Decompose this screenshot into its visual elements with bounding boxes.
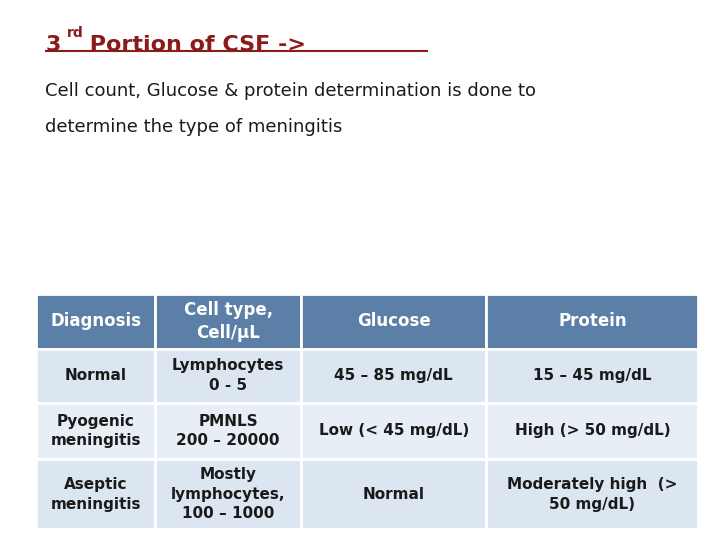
Text: rd: rd: [67, 26, 84, 40]
FancyBboxPatch shape: [156, 294, 301, 348]
Text: Glucose: Glucose: [357, 313, 431, 330]
FancyBboxPatch shape: [36, 459, 156, 529]
Text: Low (< 45 mg/dL): Low (< 45 mg/dL): [318, 423, 469, 438]
Text: determine the type of meningitis: determine the type of meningitis: [45, 118, 343, 136]
FancyBboxPatch shape: [487, 459, 698, 529]
Text: Cell type,
Cell/μL: Cell type, Cell/μL: [184, 301, 273, 342]
Text: Moderately high  (>
50 mg/dL): Moderately high (> 50 mg/dL): [507, 477, 678, 511]
Text: 45 – 85 mg/dL: 45 – 85 mg/dL: [334, 368, 453, 383]
Text: Lymphocytes
0 - 5: Lymphocytes 0 - 5: [172, 358, 284, 393]
Text: Portion of CSF ->: Portion of CSF ->: [82, 35, 306, 55]
FancyBboxPatch shape: [487, 348, 698, 403]
FancyBboxPatch shape: [487, 294, 698, 348]
Text: 15 – 45 mg/dL: 15 – 45 mg/dL: [534, 368, 652, 383]
Text: Diagnosis: Diagnosis: [50, 313, 141, 330]
Text: Cell count, Glucose & protein determination is done to: Cell count, Glucose & protein determinat…: [45, 82, 536, 100]
FancyBboxPatch shape: [156, 459, 301, 529]
FancyBboxPatch shape: [487, 403, 698, 459]
FancyBboxPatch shape: [301, 403, 487, 459]
FancyBboxPatch shape: [36, 294, 156, 348]
FancyBboxPatch shape: [156, 403, 301, 459]
Text: Aseptic
meningitis: Aseptic meningitis: [50, 477, 141, 511]
Text: Normal: Normal: [363, 487, 425, 502]
Text: PMNLS
200 – 20000: PMNLS 200 – 20000: [176, 414, 280, 448]
Text: Normal: Normal: [65, 368, 127, 383]
Text: 3: 3: [45, 35, 60, 55]
FancyBboxPatch shape: [301, 348, 487, 403]
FancyBboxPatch shape: [156, 348, 301, 403]
FancyBboxPatch shape: [301, 294, 487, 348]
Text: Pyogenic
meningitis: Pyogenic meningitis: [50, 414, 141, 448]
Text: Mostly
lymphocytes,
100 – 1000: Mostly lymphocytes, 100 – 1000: [171, 467, 285, 522]
FancyBboxPatch shape: [301, 459, 487, 529]
FancyBboxPatch shape: [36, 348, 156, 403]
Text: High (> 50 mg/dL): High (> 50 mg/dL): [515, 423, 670, 438]
Text: Protein: Protein: [558, 313, 626, 330]
FancyBboxPatch shape: [36, 403, 156, 459]
